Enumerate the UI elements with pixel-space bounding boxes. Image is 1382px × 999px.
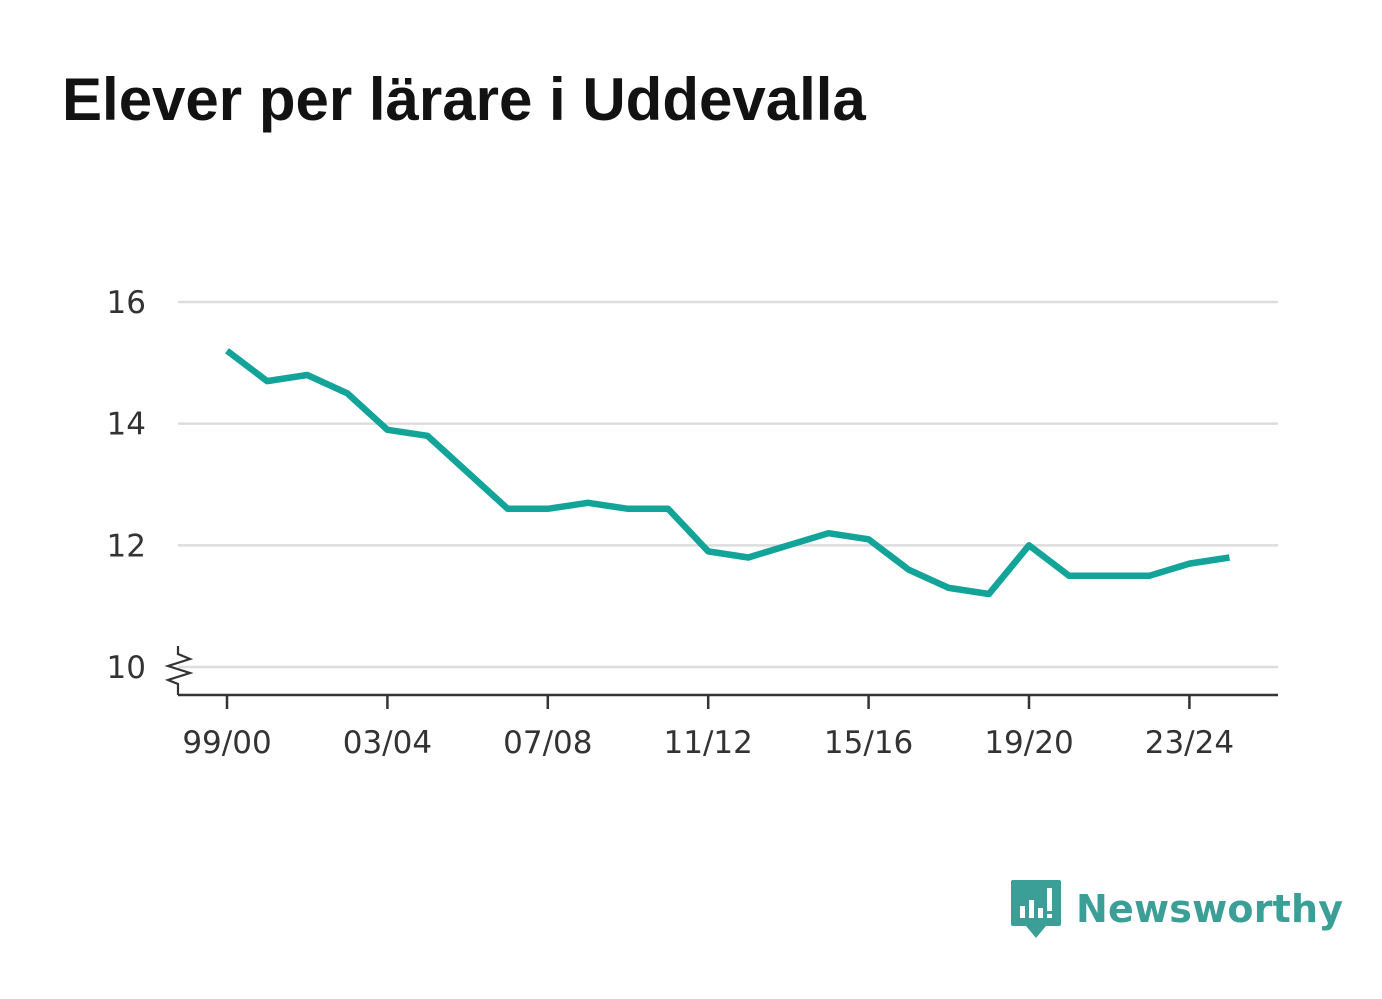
data-point-19-20[interactable]	[1026, 542, 1032, 548]
data-point-05-06[interactable]	[465, 469, 471, 475]
x-tick-label-03-04: 03/04	[343, 725, 432, 761]
data-point-20-21[interactable]	[1066, 573, 1072, 579]
series-line-0	[225, 348, 1230, 598]
data-point-11-12[interactable]	[705, 548, 711, 554]
x-tick-label-23-24: 23/24	[1145, 725, 1234, 761]
data-point-01-02[interactable]	[304, 372, 310, 378]
data-point-08-09[interactable]	[585, 500, 591, 506]
data-point-17-18[interactable]	[946, 585, 952, 591]
y-tick-label-12: 12	[107, 528, 146, 564]
data-point-21-22[interactable]	[1106, 573, 1112, 579]
data-point-13-14[interactable]	[785, 542, 791, 548]
newsworthy-logo-text: Newsworthy	[1076, 887, 1344, 931]
x-tick-label-15-16: 15/16	[824, 725, 913, 761]
data-point-12-13[interactable]	[745, 555, 751, 561]
data-point-24-25[interactable]	[1227, 555, 1233, 561]
grid-lines	[178, 300, 1278, 669]
x-tick-label-19-20: 19/20	[984, 725, 1073, 761]
data-point-07-08[interactable]	[545, 506, 551, 512]
data-point-02-03[interactable]	[344, 390, 350, 396]
y-axis-ticks: 10 12 14 16	[107, 285, 194, 695]
data-point-23-24[interactable]	[1186, 561, 1192, 567]
data-point-18-19[interactable]	[986, 591, 992, 597]
x-tick-label-07-08: 07/08	[503, 725, 592, 761]
data-point-22-23[interactable]	[1146, 573, 1152, 579]
data-point-09-10[interactable]	[625, 506, 631, 512]
x-axis-ticks: 99/00 03/04 07/08 11/12 15/16 19/20 23/24	[182, 695, 1234, 761]
data-point-04-05[interactable]	[425, 433, 431, 439]
data-point-15-16[interactable]	[866, 536, 872, 542]
newsworthy-logo[interactable]: Newsworthy	[1010, 878, 1343, 940]
y-tick-label-16: 16	[107, 285, 146, 321]
y-tick-label-14: 14	[107, 407, 146, 443]
data-point-99-00[interactable]	[224, 348, 230, 354]
chart-title: Elever per lärare i Uddevalla	[62, 66, 866, 133]
data-point-06-07[interactable]	[505, 506, 511, 512]
x-tick-label-99-00: 99/00	[182, 725, 271, 761]
data-point-00-01[interactable]	[264, 378, 270, 384]
y-axis-break	[164, 646, 194, 695]
x-tick-label-11-12: 11/12	[664, 725, 753, 761]
data-point-03-04[interactable]	[384, 427, 390, 433]
data-point-14-15[interactable]	[826, 530, 832, 536]
series-group	[224, 348, 1233, 598]
data-point-10-11[interactable]	[665, 506, 671, 512]
data-point-16-17[interactable]	[906, 567, 912, 573]
newsworthy-logo-icon	[1011, 880, 1061, 938]
y-tick-label-10: 10	[107, 650, 146, 686]
